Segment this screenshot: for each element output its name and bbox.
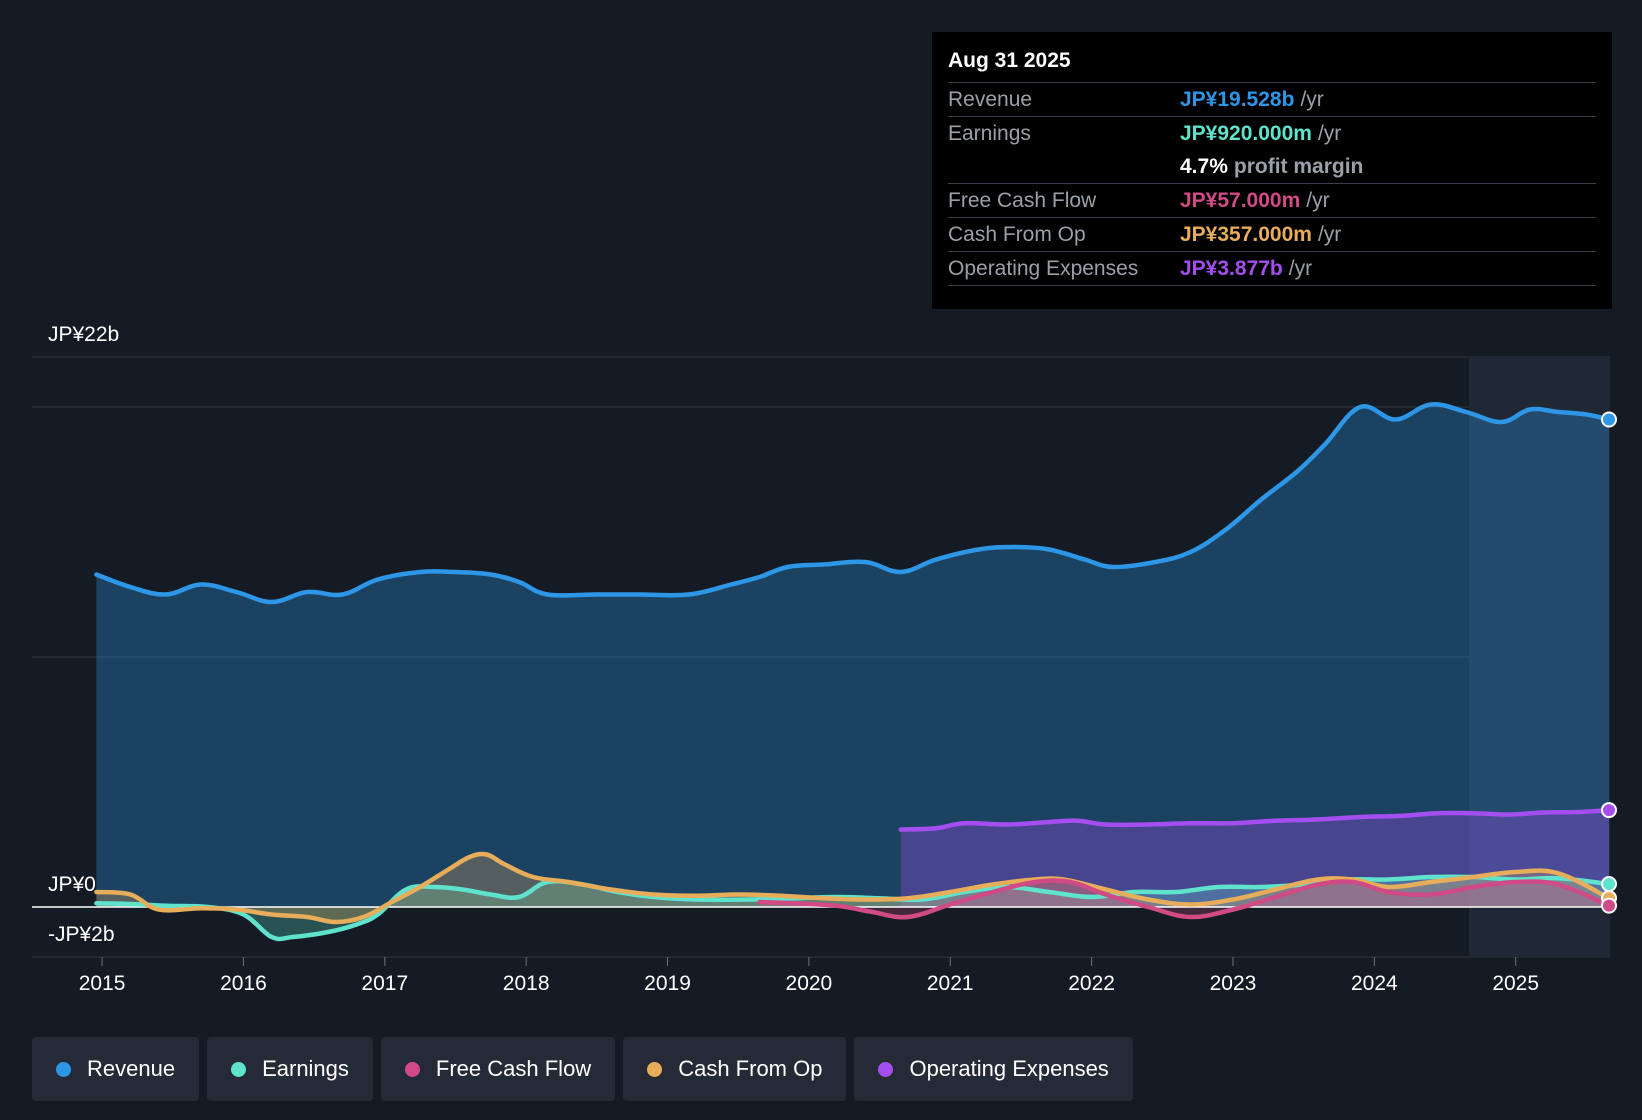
legend-label: Earnings (262, 1056, 349, 1081)
tooltip-revenue-label: Revenue (948, 88, 1033, 111)
tooltip-cfo-label: Cash From Op (948, 223, 1086, 246)
tooltip-fcf-value: JP¥57.000m (1180, 189, 1301, 212)
revenue-end-marker (1601, 411, 1617, 428)
legend: Revenue Earnings Free Cash Flow Cash Fro… (32, 1037, 1133, 1101)
tooltip-opex-label: Operating Expenses (948, 257, 1139, 280)
legend-item-fcf[interactable]: Free Cash Flow (380, 1037, 616, 1101)
tooltip-unit: /yr (1288, 257, 1313, 280)
x-tick-label: 2019 (644, 972, 691, 995)
tooltip-row-margin: 4.7% profit margin (948, 150, 1596, 183)
legend-item-cfo[interactable]: Cash From Op (623, 1037, 847, 1101)
tooltip-unit: /yr (1300, 88, 1324, 111)
tooltip-row-opex: Operating Expenses JP¥3.877b /yr (948, 251, 1596, 286)
x-tick-label: 2024 (1351, 972, 1398, 995)
x-tick-label: 2020 (786, 972, 833, 995)
tooltip-margin-label: profit margin (1233, 155, 1364, 178)
tooltip-unit: /yr (1317, 122, 1342, 145)
fcf-end-marker (1601, 897, 1617, 914)
x-tick-label: 2022 (1068, 972, 1115, 995)
revenue-line (94, 402, 1612, 605)
series-areas (96, 404, 1610, 940)
y-tick-label: -JP¥2b (48, 923, 115, 946)
x-tick-label: 2021 (927, 972, 974, 995)
legend-label: Operating Expenses (909, 1056, 1109, 1081)
x-tick-label: 2025 (1492, 972, 1539, 995)
tooltip-date: Aug 31 2025 (948, 49, 1071, 72)
revenue-area (96, 404, 1610, 907)
legend-label: Cash From Op (678, 1056, 823, 1081)
fcf-dot-icon (404, 1061, 420, 1077)
cfo-line (94, 851, 1612, 925)
series-lines (94, 402, 1612, 942)
opex-dot-icon (878, 1061, 894, 1077)
x-tick-label: 2018 (503, 972, 550, 995)
y-tick-label: JP¥0 (48, 873, 96, 896)
tooltip-earnings-value: JP¥920.000m (1180, 122, 1312, 145)
revenue-dot-icon (56, 1061, 71, 1077)
y-axis-labels: JP¥22b JP¥0 -JP¥2b (48, 323, 119, 946)
end-markers (1601, 411, 1617, 914)
legend-label: Free Cash Flow (435, 1056, 592, 1081)
opex-end-marker (1601, 802, 1617, 819)
legend-item-opex[interactable]: Operating Expenses (854, 1037, 1133, 1101)
legend-item-earnings[interactable]: Earnings (207, 1037, 373, 1101)
tooltip-row-revenue: Revenue JP¥19.528b /yr (948, 82, 1596, 116)
tooltip-earnings-label: Earnings (948, 122, 1031, 145)
legend-item-revenue[interactable]: Revenue (32, 1037, 200, 1101)
tooltip-row-fcf: Free Cash Flow JP¥57.000m /yr (948, 183, 1596, 217)
cfo-dot-icon (647, 1061, 663, 1077)
x-tick-label: 2016 (220, 972, 267, 995)
opex-line (898, 807, 1612, 832)
x-tick-label: 2015 (79, 972, 126, 995)
tooltip-opex-value: JP¥3.877b (1180, 257, 1283, 280)
data-tooltip: Aug 31 2025 Revenue JP¥19.528b /yr Earni… (932, 32, 1612, 309)
tooltip-unit: /yr (1306, 189, 1330, 212)
earnings-dot-icon (231, 1061, 247, 1077)
tooltip-row-cfo: Cash From Op JP¥357.000m /yr (948, 217, 1596, 251)
y-tick-label: JP¥22b (48, 323, 119, 346)
forecast-highlight-region (1469, 357, 1610, 957)
tooltip-margin-value: 4.7% (1180, 155, 1228, 178)
x-tick-label: 2017 (361, 972, 408, 995)
fcf-line (757, 878, 1612, 920)
tooltip-row-earnings: Earnings JP¥920.000m /yr (948, 116, 1596, 150)
x-tick-label: 2023 (1210, 972, 1257, 995)
earnings-end-marker (1601, 876, 1617, 892)
tooltip-fcf-label: Free Cash Flow (948, 189, 1097, 212)
cfo-area (96, 853, 1610, 922)
tooltip-revenue-value: JP¥19.528b (1180, 88, 1295, 111)
legend-label: Revenue (87, 1056, 176, 1081)
tooltip-unit: /yr (1317, 223, 1342, 246)
fcf-area (759, 880, 1609, 918)
x-axis-labels: 2015 2016 2017 2018 2019 2020 2021 2022 2023 2024… (79, 957, 1539, 995)
tooltip-cfo-value: JP¥357.000m (1180, 223, 1312, 246)
